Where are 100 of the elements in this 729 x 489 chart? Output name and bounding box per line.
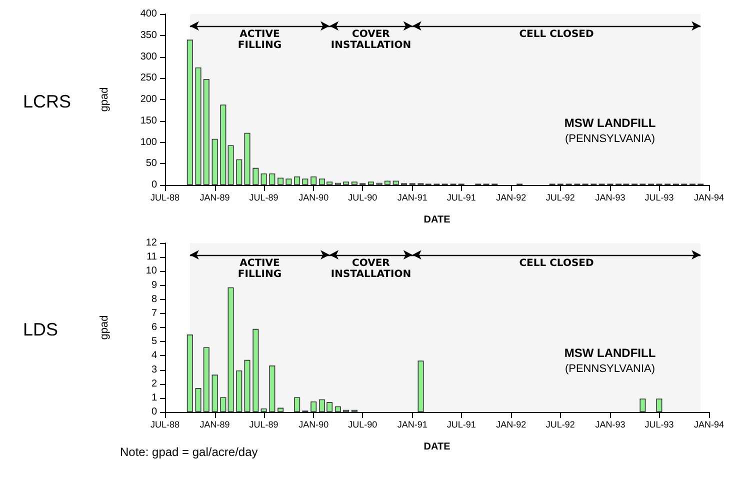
y-tick-label: 2: [151, 378, 158, 390]
y-tick-label: 4: [151, 350, 158, 362]
x-tick-label: JUL-90: [348, 192, 378, 202]
y-tick-label: 300: [140, 51, 158, 62]
band-label: CELL CLOSED: [519, 28, 594, 40]
bar: [228, 145, 234, 185]
x-tick-label: JUL-88: [150, 420, 180, 430]
y-tick-label: 10: [146, 266, 158, 277]
y-tick-label: 250: [140, 72, 158, 84]
x-tick-label: JUL-92: [546, 192, 575, 202]
y-tick-label: 400: [140, 8, 158, 20]
bar: [212, 138, 218, 185]
text: LDS: [23, 320, 58, 340]
bar: [286, 178, 292, 185]
bar: [236, 370, 242, 412]
band-label: COVER INSTALLATION: [330, 28, 412, 51]
y-axis-title: gpad: [98, 87, 110, 112]
y-tick-label: 3: [151, 364, 158, 376]
x-tick-label: JUL-93: [644, 192, 674, 202]
y-tick-label: 150: [140, 115, 158, 126]
x-tick-label: JAN-89: [200, 192, 230, 202]
y-tick-label: 9: [151, 280, 158, 291]
x-tick-label: JUL-89: [249, 420, 278, 430]
y-tick-label: 6: [151, 322, 158, 333]
bar: [203, 78, 210, 185]
bar: [220, 397, 226, 412]
bar: [203, 347, 210, 412]
x-tick-label: JAN-90: [298, 420, 329, 430]
bar: [294, 397, 300, 412]
x-tick-label: JUL-89: [249, 192, 278, 202]
y-tick-label: 350: [140, 30, 158, 41]
bar: [220, 104, 226, 185]
bar: [334, 406, 341, 412]
bar: [260, 173, 267, 185]
bar: [269, 173, 276, 185]
x-tick-label: JAN-93: [595, 192, 626, 202]
x-tick-label: JAN-93: [595, 420, 626, 430]
x-axis-title: DATE: [424, 442, 451, 452]
annotation: (PENNSYLVANIA): [564, 363, 656, 375]
annotation: MSW LANDFILL: [564, 116, 656, 130]
text: LCRS: [23, 92, 72, 112]
y-tick-label: 8: [151, 294, 158, 305]
bar: [310, 401, 317, 412]
bar: [302, 178, 308, 185]
annotation: MSW LANDFILL: [564, 346, 656, 360]
bar: [212, 374, 218, 412]
bar: [343, 182, 350, 185]
bar: [368, 182, 374, 185]
band-label: CELL CLOSED: [519, 258, 594, 269]
bar: [252, 328, 259, 412]
x-tick-label: JUL-93: [644, 420, 674, 430]
y-tick-label: 11: [146, 252, 158, 263]
band-label: COVER INSTALLATION: [330, 258, 412, 280]
y-axis-title: gpad: [98, 315, 110, 340]
bar: [244, 132, 250, 185]
bar: [244, 360, 250, 412]
y-tick-label: 7: [151, 308, 158, 319]
x-tick-label: JAN-91: [397, 420, 428, 430]
band-label: ACTIVE FILLING: [238, 258, 282, 280]
x-tick-label: JAN-94: [694, 192, 724, 202]
bar: [186, 40, 193, 185]
bar: [278, 178, 284, 185]
y-tick-label: 100: [140, 136, 158, 148]
x-tick-label: JUL-90: [348, 420, 378, 430]
bar: [252, 168, 259, 185]
bar: [269, 366, 276, 412]
bar: [310, 176, 317, 185]
bar: [195, 388, 202, 412]
bar: [236, 159, 242, 185]
y-tick-label: 0: [151, 406, 158, 418]
x-tick-label: JAN-91: [397, 192, 428, 202]
bar: [195, 67, 202, 185]
y-tick-label: 0: [151, 180, 158, 190]
annotation: (PENNSYLVANIA): [564, 133, 656, 145]
x-axis-title: DATE: [424, 214, 451, 226]
y-tick-label: 1: [151, 392, 158, 404]
y-tick-label: 5: [151, 336, 158, 348]
bar: [228, 287, 234, 412]
y-tick-label: 50: [146, 158, 158, 170]
x-tick-label: JAN-94: [694, 420, 724, 430]
x-tick-label: JUL-92: [546, 420, 575, 430]
band-label: ACTIVE FILLING: [238, 28, 282, 51]
x-tick-label: JAN-89: [200, 420, 230, 430]
bar: [186, 334, 193, 412]
x-tick-label: JAN-90: [298, 192, 329, 202]
bar: [418, 360, 424, 412]
bar: [640, 398, 646, 412]
bar: [656, 398, 662, 412]
text: Note: gpad = gal/acre/day: [120, 445, 258, 459]
bar: [278, 408, 284, 412]
x-tick-label: JAN-92: [496, 420, 526, 430]
y-tick-label: 200: [140, 94, 158, 105]
x-tick-label: JAN-92: [496, 192, 526, 202]
x-tick-label: JUL-88: [150, 192, 180, 202]
y-tick-label: 12: [146, 238, 158, 248]
x-tick-label: JUL-91: [446, 192, 476, 202]
bar: [294, 176, 300, 185]
bar: [384, 180, 390, 185]
bar: [351, 182, 358, 185]
bar: [392, 180, 399, 185]
